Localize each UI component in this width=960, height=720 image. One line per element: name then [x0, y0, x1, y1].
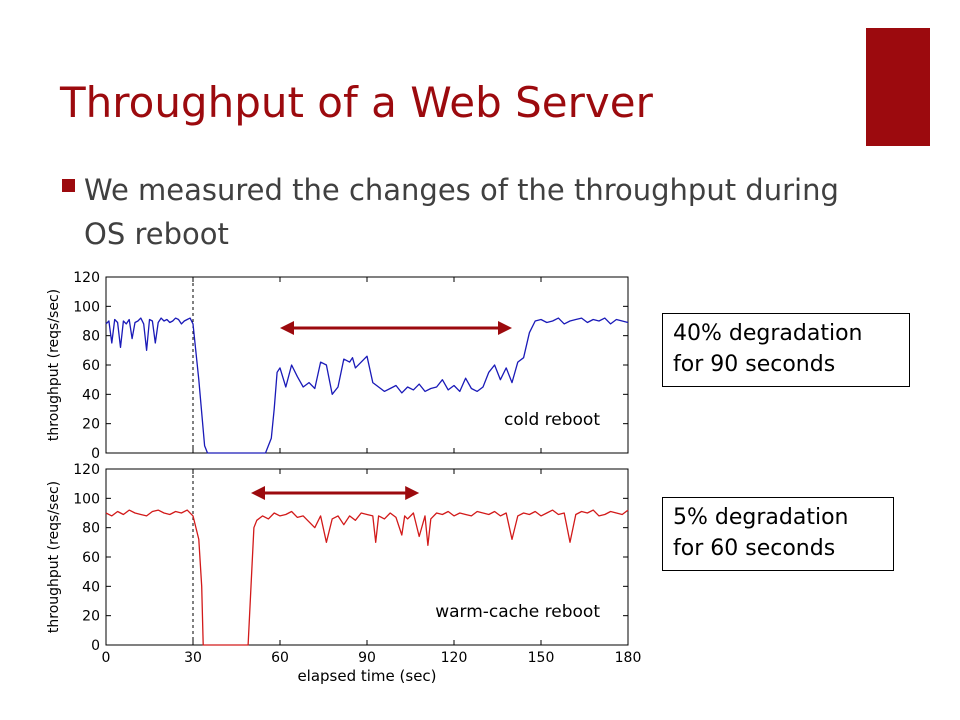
y-tick-label: 60 [82, 550, 100, 566]
x-tick-label: 30 [184, 650, 202, 666]
y-tick-label: 120 [73, 462, 100, 478]
series-annotation: warm-cache reboot [435, 602, 600, 622]
x-axis-label: elapsed time (sec) [297, 667, 436, 685]
y-axis-label: throughput (reqs/sec) [46, 481, 62, 633]
chart-panel-0: 0 20 40 60 80 100 120 throughput (reqs/sec) cold… [46, 270, 629, 462]
x-tick-label: 90 [358, 650, 376, 666]
note-line: 5% degradation [673, 505, 849, 530]
y-tick-label: 20 [82, 417, 100, 433]
series-annotation: cold reboot [504, 410, 600, 430]
y-tick-label: 100 [73, 491, 100, 507]
note-line: 40% degradation [673, 321, 863, 346]
arrow-right-head-icon [405, 486, 420, 500]
x-tick-label: 120 [441, 650, 468, 666]
accent-bar [866, 28, 930, 146]
cold-reboot-note: 40% degradation for 90 seconds [662, 313, 910, 387]
note-line: for 90 seconds [673, 352, 836, 377]
slide-title: Throughput of a Web Server [60, 78, 653, 127]
y-axis-label: throughput (reqs/sec) [46, 289, 62, 441]
y-tick-label: 80 [82, 521, 100, 537]
y-tick-label: 60 [82, 358, 100, 374]
throughput-line [105, 509, 629, 646]
chart-panel-1: 0 20 40 60 80 100 120 0 30 60 90 120 150 180 throughpu… [46, 462, 641, 685]
y-tick-label: 0 [91, 446, 100, 462]
y-tick-label: 20 [82, 609, 100, 625]
throughput-line [105, 317, 629, 454]
x-tick-label: 150 [528, 650, 555, 666]
x-tick-label: 180 [615, 650, 642, 666]
bullet-text: We measured the changes of the throughpu… [84, 173, 839, 251]
arrow-right-head-icon [498, 321, 512, 335]
warm-reboot-note: 5% degradation for 60 seconds [662, 497, 894, 571]
y-tick-label: 40 [82, 579, 100, 595]
arrow-left-head-icon [280, 321, 294, 335]
arrow-left-head-icon [251, 486, 265, 500]
square-bullet-icon [62, 179, 75, 192]
note-line: for 60 seconds [673, 536, 836, 561]
x-tick-label: 0 [102, 650, 111, 666]
x-tick-label: 60 [271, 650, 289, 666]
y-tick-label: 80 [82, 329, 100, 345]
y-tick-label: 40 [82, 387, 100, 403]
y-tick-label: 0 [91, 638, 100, 654]
y-tick-label: 120 [73, 270, 100, 286]
y-tick-label: 100 [73, 299, 100, 315]
